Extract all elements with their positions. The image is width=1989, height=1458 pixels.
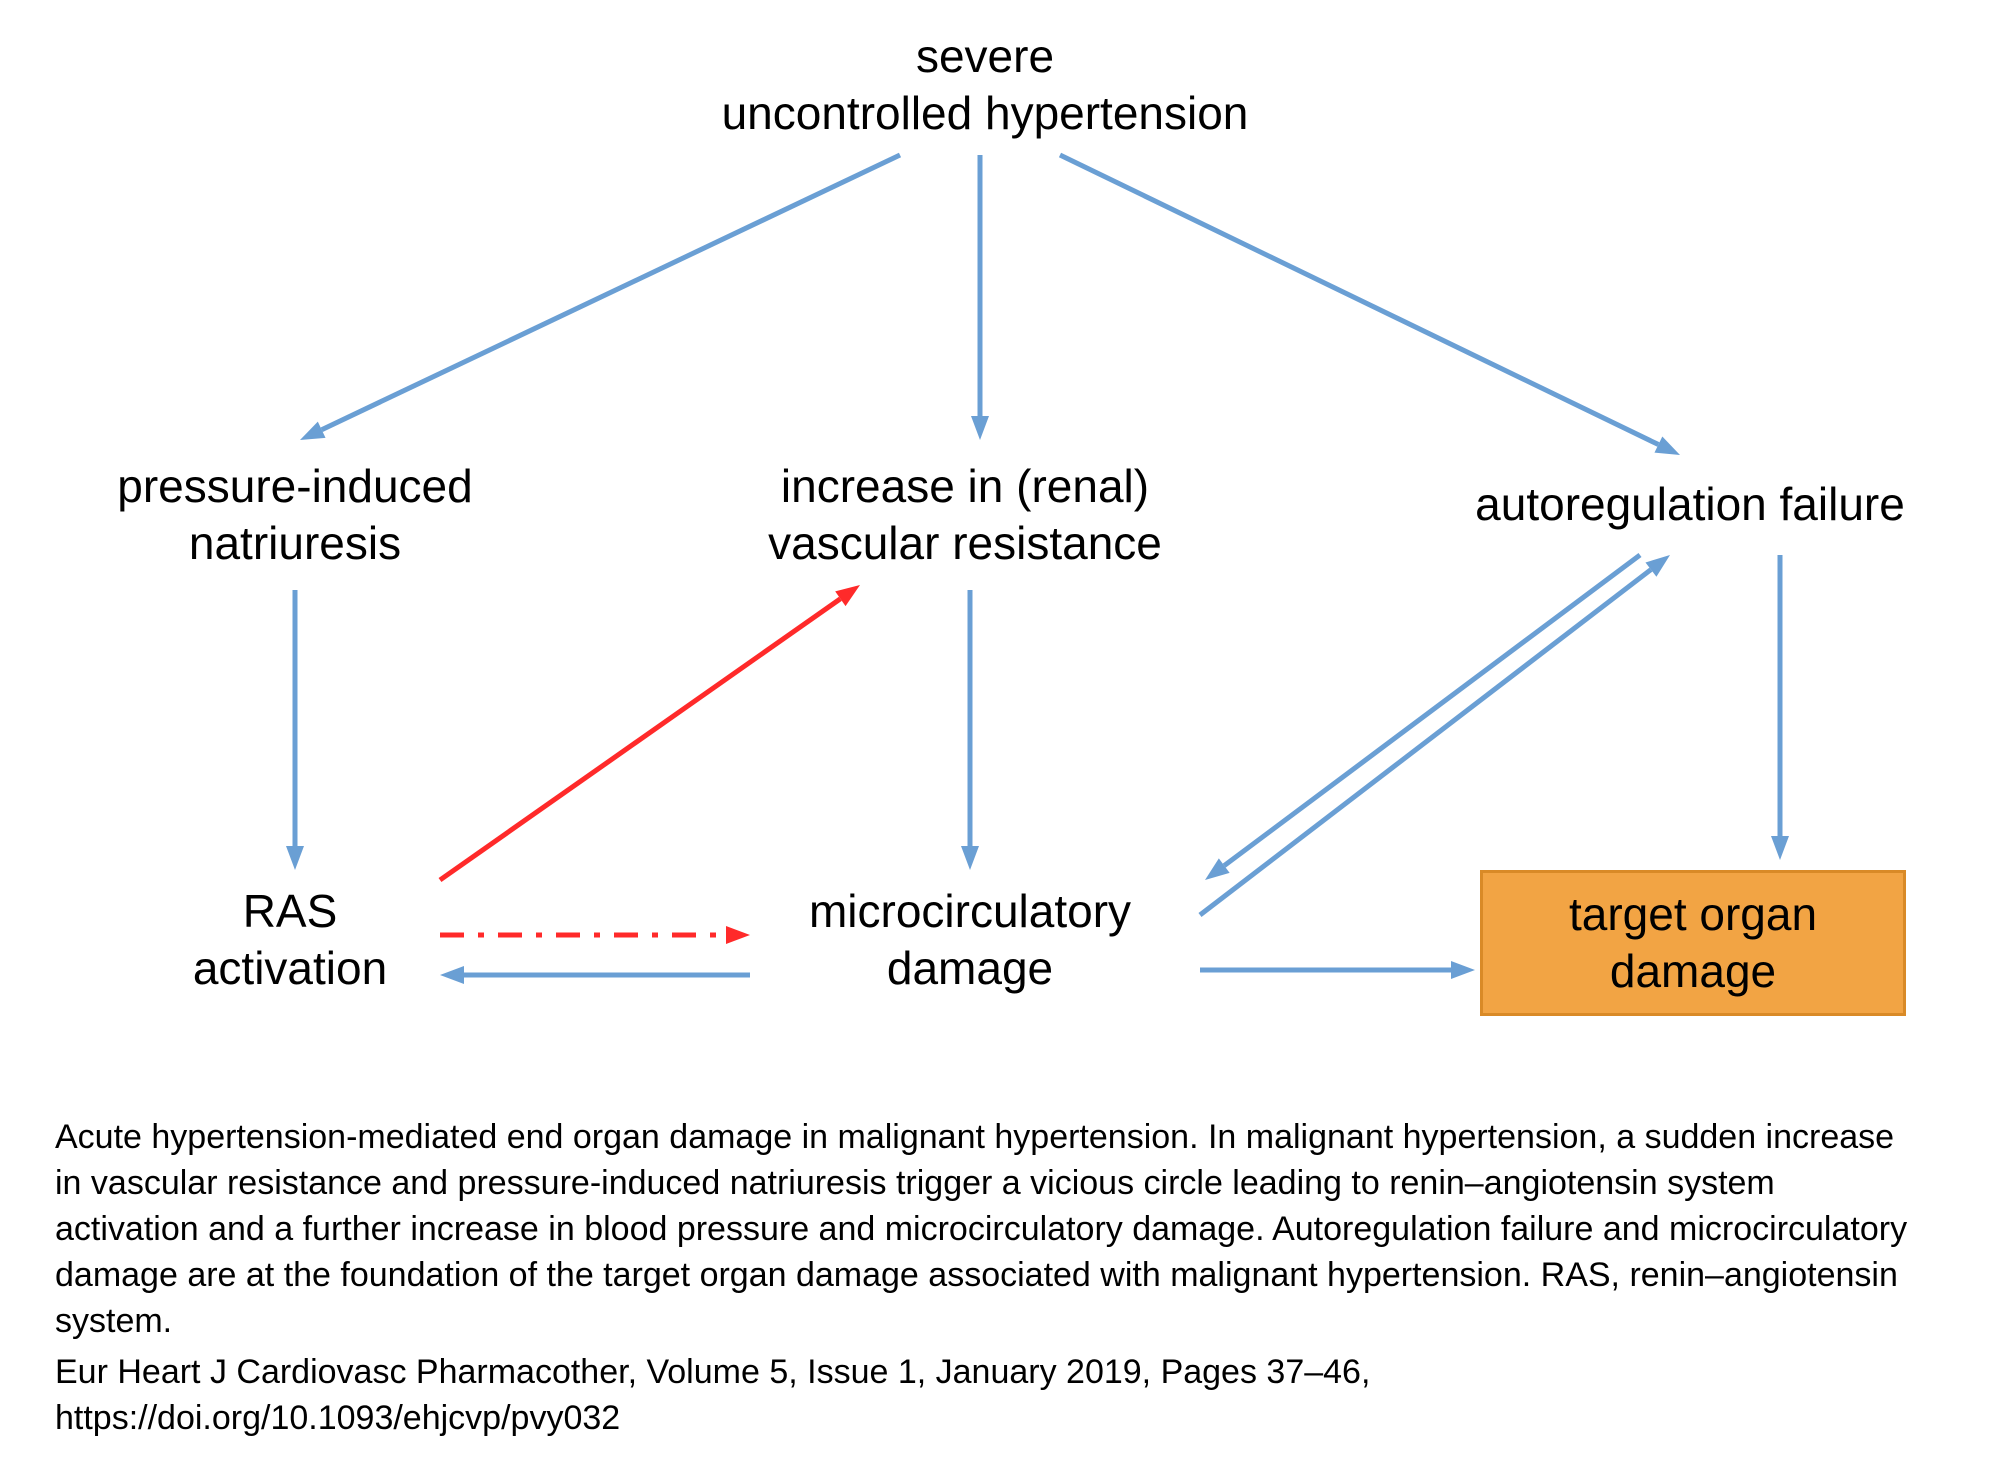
arrowhead-e_mid1_mid2	[961, 846, 979, 870]
arrowhead-e_right1_mid2	[1205, 858, 1230, 880]
arrowhead-e_left2_mid2_red	[726, 926, 750, 944]
node-top: severe uncontrolled hypertension	[615, 25, 1355, 145]
figure-citation: Eur Heart J Cardiovasc Pharmacother, Vol…	[55, 1350, 1925, 1442]
node-right1: autoregulation failure	[1430, 470, 1950, 540]
edge-e_top_right	[1060, 155, 1658, 445]
arrowhead-e_left1_left2	[286, 846, 304, 870]
node-left2: RAS activation	[150, 880, 430, 1000]
edge-e_right1_mid2	[1224, 555, 1640, 866]
node-left1: pressure-induced natriuresis	[80, 455, 510, 575]
node-mid2: microcirculatory damage	[760, 880, 1180, 1000]
arrowhead-e_top_left	[300, 422, 326, 440]
arrowhead-e_top_right	[1654, 436, 1680, 455]
figure-caption: Acute hypertension-mediated end organ da…	[55, 1115, 1925, 1344]
node-mid1: increase in (renal) vascular resistance	[720, 455, 1210, 575]
edge-e_top_left	[322, 155, 900, 430]
arrowhead-e_top_mid	[971, 416, 989, 440]
edge-e_mid2_right1	[1200, 570, 1651, 915]
arrowhead-e_mid2_right2	[1451, 961, 1475, 979]
node-right2: target organ damage	[1480, 870, 1906, 1016]
arrowhead-e_right1_right2	[1771, 836, 1789, 860]
edge-e_left2_mid1_red	[440, 599, 840, 880]
arrowhead-e_left2_mid1_red	[835, 585, 860, 606]
arrowhead-e_mid2_right1	[1645, 555, 1670, 577]
diagram-canvas: severe uncontrolled hypertension pressure…	[0, 0, 1989, 1458]
arrowhead-e_mid2_left2	[440, 966, 464, 984]
